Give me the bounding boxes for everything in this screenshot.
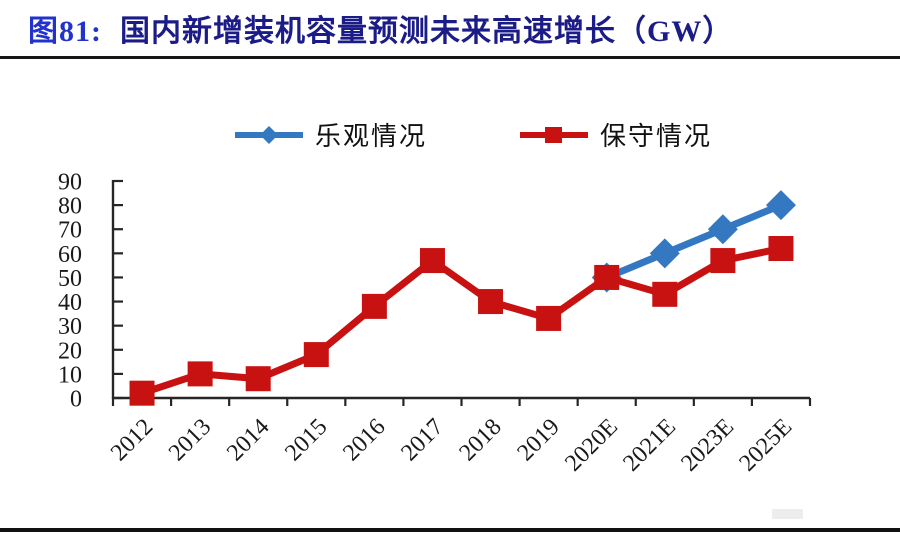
data-point-square [536, 305, 562, 331]
legend-item-conservative: 保守情况 [518, 116, 712, 153]
figure-number-label: 图81: [28, 15, 102, 48]
data-point-square [187, 361, 213, 387]
y-tick-label: 50 [58, 266, 82, 292]
legend-label-optimistic: 乐观情况 [315, 122, 428, 151]
x-axis: 2012 2013 2014 2015 2016 2017 2018 20192020E202… [106, 396, 812, 477]
data-point-square [303, 342, 329, 368]
watermark-rect [772, 509, 803, 519]
series-conservative [129, 236, 794, 406]
y-tick-label: 30 [58, 314, 82, 340]
data-point-square [419, 248, 445, 274]
data-point-square [245, 366, 271, 392]
optimistic-line-diamond-icon [235, 125, 303, 144]
y-tick-label: 70 [58, 218, 82, 244]
data-point-square [710, 248, 736, 274]
x-tick-label: 2020E [560, 414, 623, 477]
x-tick-label: 2023E [676, 414, 739, 477]
y-tick-label: 0 [70, 387, 82, 413]
x-tick-label: 2015 [280, 414, 332, 466]
y-tick-label: 20 [58, 338, 82, 364]
data-point-square [768, 236, 794, 262]
data-point-diamond [765, 190, 796, 221]
x-tick-label: 2014 [222, 414, 274, 466]
y-tick-label: 60 [58, 242, 82, 268]
data-point-square [129, 380, 155, 406]
x-tick-label: 2012 [106, 414, 158, 466]
data-point-square [478, 289, 504, 315]
x-tick-label: 2019 [513, 414, 565, 466]
x-tick-label: 2017 [396, 414, 448, 466]
y-tick-label: 90 [58, 170, 82, 196]
x-tick-label: 2013 [164, 414, 216, 466]
legend-item-optimistic: 乐观情况 [233, 116, 427, 153]
figure-header: 图81: 国内新增装机容量预测未来高速增长（GW） [28, 6, 888, 50]
x-tick-label: 2025E [735, 414, 798, 477]
figure-title: 国内新增装机容量预测未来高速增长（GW） [120, 15, 734, 48]
conservative-line-square-icon [520, 126, 588, 143]
y-tick-label: 10 [58, 362, 82, 388]
footer-divider [0, 528, 900, 532]
data-point-square [361, 293, 387, 319]
header-divider [0, 56, 900, 59]
x-tick-label: 2018 [454, 414, 506, 466]
y-tick-label: 40 [58, 290, 82, 316]
data-point-diamond [649, 238, 680, 269]
x-tick-label: 2021E [618, 414, 681, 477]
legend-label-conservative: 保守情况 [600, 122, 713, 151]
y-tick-label: 80 [58, 194, 82, 220]
x-tick-label: 2016 [338, 414, 390, 466]
data-point-square [652, 281, 678, 307]
data-point-diamond [707, 214, 738, 245]
data-point-square [594, 264, 620, 290]
